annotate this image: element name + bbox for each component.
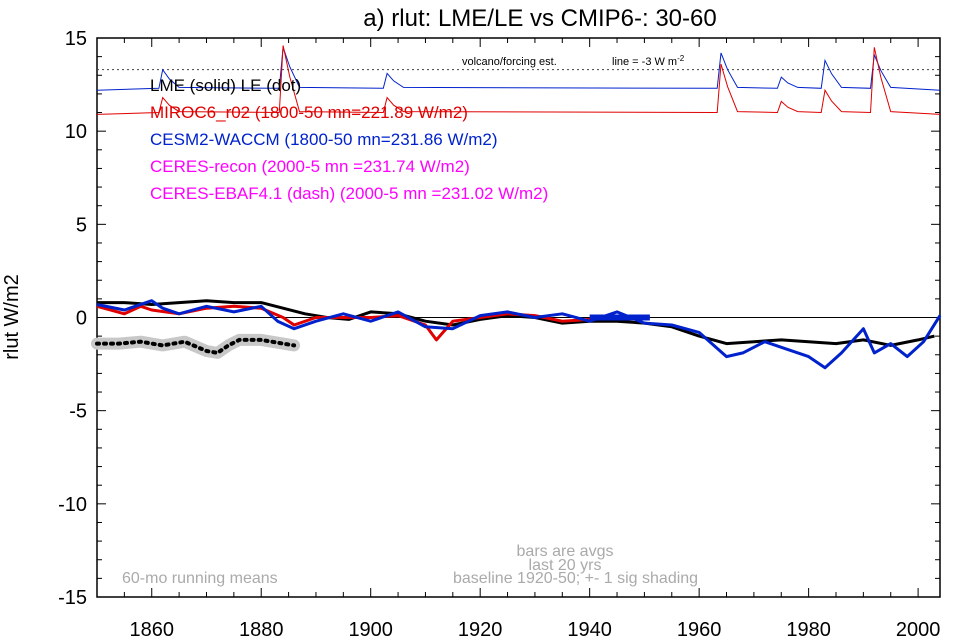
series-line-cesm2-waccm <box>96 299 942 370</box>
x-tick-label: 1960 <box>677 619 722 641</box>
volcano-line-miroc6_r02 <box>96 45 941 115</box>
y-tick-label: -5 <box>69 401 87 423</box>
y-tick-label: 15 <box>65 28 87 50</box>
series-line-lme-solid <box>97 299 935 347</box>
legend-entry-cesm2-waccm: CESM2-WACCM (1800-50 mn=231.86 W/m2) <box>150 130 498 149</box>
y-tick-label: 10 <box>65 121 87 143</box>
legend-entry-miroc6: MIROC6_r02 (1800-50 mn=221.89 W/m2) <box>150 103 468 122</box>
x-tick-label: 1940 <box>567 619 612 641</box>
tick-labels: 1860 1880 1900 1920 1940 1960 1980 2000 -15 -10 -5… <box>58 28 940 641</box>
volcano-forcing-lines <box>96 45 941 115</box>
series-line-le-dot <box>95 337 297 356</box>
y-tick-label: -10 <box>58 494 87 516</box>
series-lines <box>91 299 942 370</box>
line-label-sup: -2 <box>677 54 685 63</box>
volcano-line-cesm2-waccm <box>96 47 941 91</box>
x-tick-label: 1860 <box>129 619 174 641</box>
x-tick-label: 1900 <box>348 619 393 641</box>
line-label: line = -3 W m-2 <box>612 54 685 68</box>
x-tick-label: 1880 <box>239 619 284 641</box>
x-tick-label: 1920 <box>458 619 503 641</box>
legend-entry-ceres-recon: CERES-recon (2000-5 mn =231.74 W/m2) <box>150 157 470 176</box>
y-axis-label: rlut W/m2 <box>1 274 23 360</box>
legend-entry-ceres-ebaf: CERES-EBAF4.1 (dash) (2000-5 mn =231.02 … <box>150 184 548 203</box>
x-tick-label: 1980 <box>786 619 831 641</box>
y-tick-label: 5 <box>76 214 87 236</box>
volcano-label: volcano/forcing est. <box>462 56 557 68</box>
line-label-main: line = -3 W m <box>612 56 677 68</box>
axis-ticks <box>96 37 940 598</box>
y-tick-label: -15 <box>58 587 87 609</box>
last-years-note: last 20 yrs <box>529 557 602 574</box>
chart-title: a) rlut: LME/LE vs CMIP6-: 30-60 <box>363 5 716 32</box>
x-tick-label: 2000 <box>896 619 941 641</box>
y-tick-label: 0 <box>76 308 87 330</box>
legend: LME (solid) LE (dot) MIROC6_r02 (1800-50… <box>150 76 548 203</box>
legend-entry-lme: LME (solid) LE (dot) <box>150 76 301 95</box>
bars-note: bars are avgs <box>517 543 614 560</box>
running-means-note: 60-mo running means <box>122 570 278 587</box>
baseline-note: baseline 1920-50; +- 1 sig shading <box>453 570 698 587</box>
